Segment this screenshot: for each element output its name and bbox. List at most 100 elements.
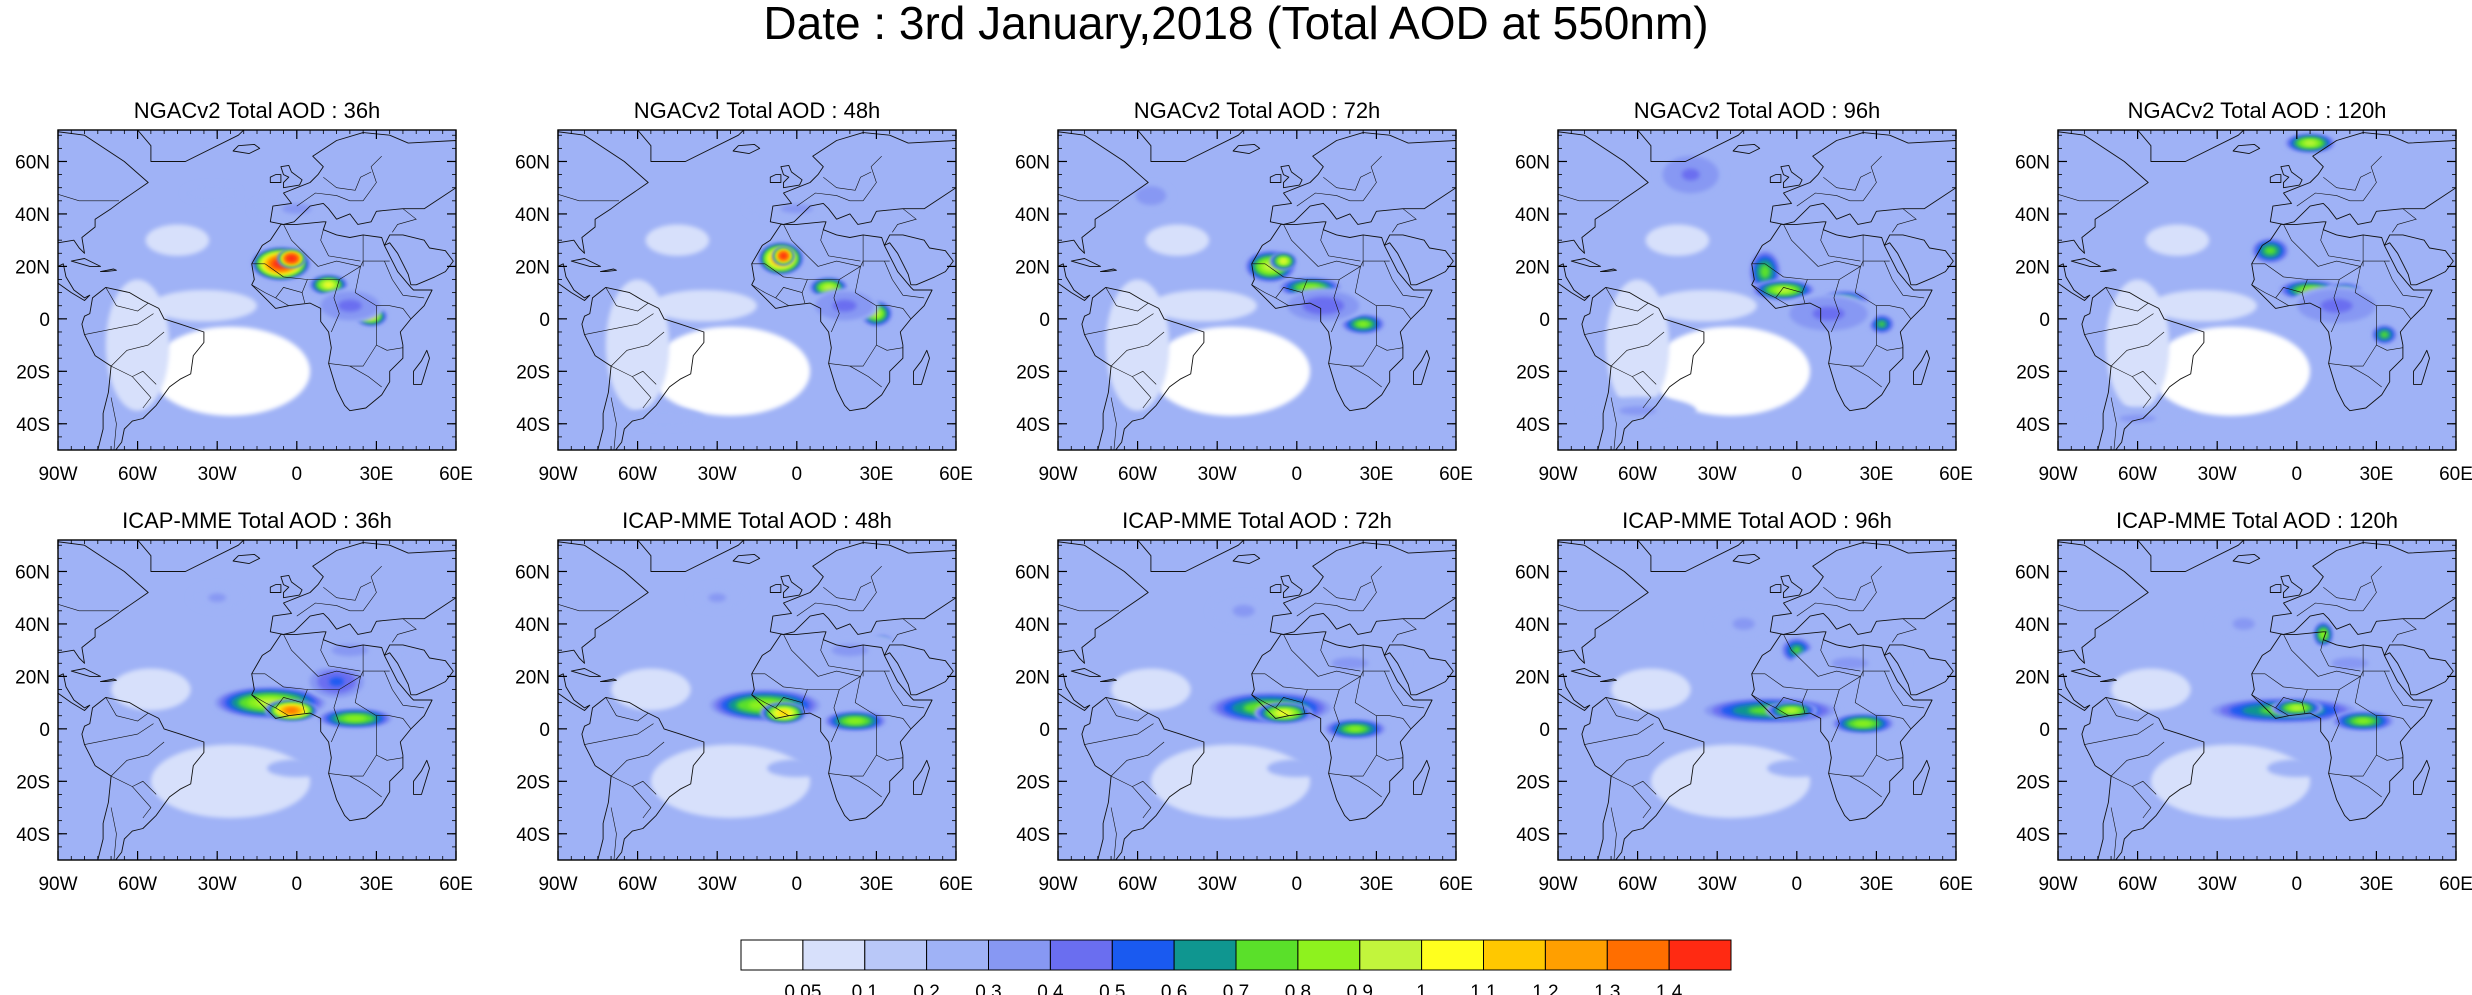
lon-tick-label: 30E [359, 874, 393, 895]
country-border [1296, 602, 1364, 617]
lon-tick-label: 30W [198, 464, 237, 485]
country-border [1376, 754, 1403, 761]
aod-low-region [2150, 290, 2257, 322]
country-border [1084, 313, 1154, 335]
aod-plume [623, 408, 705, 429]
coastline [769, 174, 782, 183]
aod-contour [1347, 726, 1363, 732]
aod-plume [2208, 605, 2279, 643]
lat-tick-label: 40N [2015, 615, 2050, 636]
aod-plume [306, 663, 367, 700]
coastline [1751, 631, 1933, 822]
country-border [376, 754, 403, 761]
coastline [1081, 286, 1205, 450]
country-border [1892, 208, 1917, 233]
lon-tick-label: 30E [359, 464, 393, 485]
coastline [1769, 174, 1782, 183]
coastline [780, 574, 803, 599]
aod-plume [773, 247, 794, 264]
aod-plume [1767, 759, 1827, 777]
lat-tick-label: 20S [2016, 362, 2050, 383]
country-border [1849, 305, 1877, 367]
lon-tick-label: 30E [859, 874, 893, 895]
country-border [1384, 670, 1425, 709]
aod-plume [823, 711, 888, 731]
lat-tick-label: 40S [1016, 825, 1050, 846]
country-border [796, 602, 864, 617]
colorbar-box [1606, 939, 1670, 971]
coastline [251, 221, 433, 412]
lon-tick-label: 30E [2359, 874, 2393, 895]
coastline [769, 542, 956, 635]
lat-tick-label: 0 [1039, 310, 1050, 331]
coastline [1081, 696, 1205, 860]
lon-tick-label: 60E [439, 874, 473, 895]
aod-contour [2331, 657, 2369, 670]
country-border [2384, 670, 2425, 709]
lon-tick-label: 30W [698, 874, 737, 895]
aod-contour [1331, 657, 1369, 670]
colorbar-tick-label: 0.9 [1347, 982, 1373, 995]
coastline [413, 759, 430, 795]
coastline [1251, 631, 1433, 822]
country-border [1331, 689, 1340, 743]
country-border [58, 604, 119, 612]
lat-tick-label: 40N [2015, 205, 2050, 226]
panel-title: ICAP-MME Total AOD : 36h [122, 508, 392, 533]
country-border [1354, 676, 1412, 730]
aod-contour [2232, 618, 2255, 630]
aod-contour [2290, 706, 2303, 710]
aod-contour [2119, 414, 2157, 423]
lat-tick-label: 0 [1539, 310, 1550, 331]
aod-low-region [1145, 224, 1210, 256]
aod-contour [831, 644, 869, 657]
coastline [137, 540, 245, 572]
coastline [1732, 553, 1761, 565]
coastline [2058, 541, 2149, 711]
coastline [1269, 174, 1282, 183]
country-border [1392, 208, 1417, 233]
aod-contour [846, 718, 865, 724]
coastline [1100, 678, 1117, 683]
lat-tick-label: 40S [16, 825, 50, 846]
lon-tick-label: 90W [538, 874, 577, 895]
lat-tick-label: 20N [515, 257, 550, 278]
country-border [1605, 697, 1649, 722]
aod-contour [1831, 657, 1869, 670]
colorbar-box [802, 939, 866, 971]
aod-plume [1129, 182, 1173, 210]
aod-plume [2251, 238, 2290, 264]
lon-tick-label: 30W [198, 874, 237, 895]
country-border [831, 689, 840, 743]
coastline [269, 542, 456, 635]
lon-tick-label: 30W [2198, 464, 2237, 485]
lat-tick-label: 20S [516, 362, 550, 383]
coastline [1058, 131, 1149, 301]
lon-tick-label: 60E [939, 464, 973, 485]
map-panel-3: NGACv2 Total AOD : 72h 90W 60W 30W 0 30E 60E 40… [1015, 98, 1473, 485]
aod-low-region [1150, 744, 1311, 818]
aod-field [1058, 130, 1456, 450]
country-border [2349, 305, 2377, 367]
aod-plume [1656, 151, 1726, 198]
lat-tick-label: 0 [2039, 310, 2050, 331]
lat-tick-label: 20S [16, 772, 50, 793]
lon-tick-label: 60E [1439, 874, 1473, 895]
coastline [2070, 668, 2101, 677]
lon-tick-label: 90W [38, 874, 77, 895]
country-border [110, 397, 117, 450]
aod-plume [2313, 621, 2333, 648]
aod-field [558, 540, 956, 860]
lat-tick-label: 40N [15, 615, 50, 636]
lat-tick-label: 20S [1016, 772, 1050, 793]
coastline [1269, 542, 1456, 635]
map-panel-9: ICAP-MME Total AOD : 96h 90W 60W 30W 0 30E 60E… [1515, 508, 1973, 895]
lat-tick-label: 20S [16, 362, 50, 383]
coastline [1732, 143, 1761, 155]
map-panel-6: ICAP-MME Total AOD : 36h 90W 60W 30W 0 30E 60E… [15, 508, 473, 895]
aod-contour [282, 203, 312, 214]
country-border [84, 313, 154, 335]
lat-tick-label: 60N [1515, 562, 1550, 583]
coastline [2269, 584, 2282, 593]
